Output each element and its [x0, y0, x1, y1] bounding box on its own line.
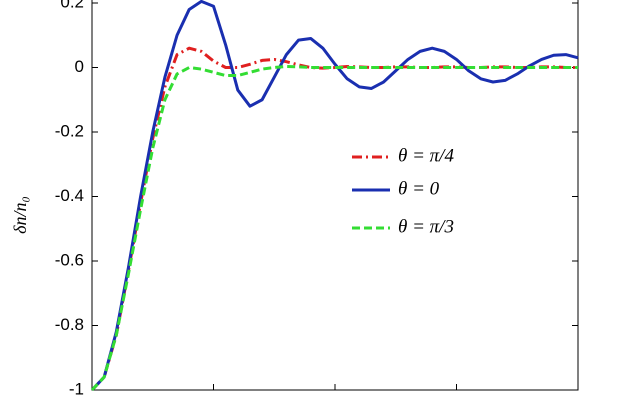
y-tick-label: -0.4	[55, 186, 84, 205]
y-tick-label: -0.8	[55, 315, 84, 334]
series-line	[90, 65, 578, 392]
legend-label: θ = π/4	[398, 145, 454, 166]
y-tick-label: -0.2	[55, 121, 84, 140]
series-line	[90, 0, 579, 392]
legend-label: θ = π/3	[398, 216, 454, 237]
y-tick-label: -0.6	[55, 250, 84, 269]
y-axis-label: δn/n₀	[10, 196, 30, 234]
y-tick-label: -1	[69, 379, 84, 398]
axis-frame	[91, 0, 579, 391]
legend-label: θ = 0	[398, 178, 440, 199]
series-line	[90, 46, 578, 392]
y-tick-label: 0	[75, 57, 84, 76]
y-tick-label: 0.2	[60, 0, 84, 11]
